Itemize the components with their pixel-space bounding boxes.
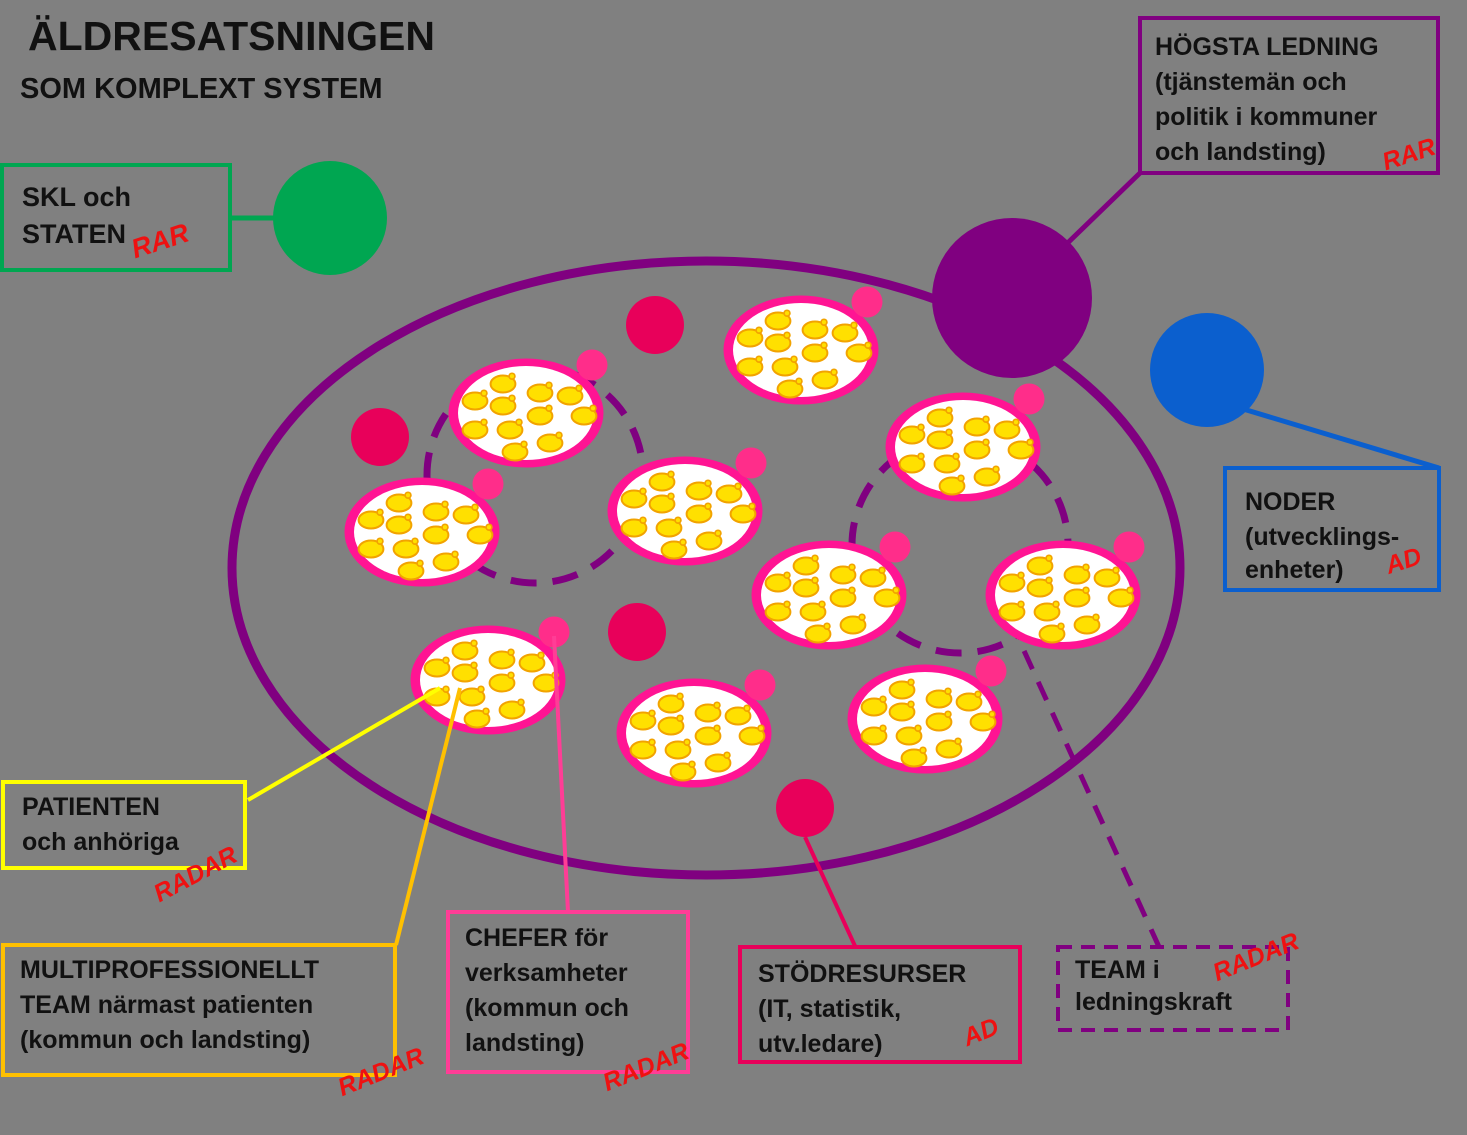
svg-text:NODER: NODER <box>1245 488 1335 516</box>
svg-text:(kommun och: (kommun och <box>465 994 629 1022</box>
svg-text:HÖGSTA LEDNING: HÖGSTA LEDNING <box>1155 32 1379 61</box>
svg-text:AD: AD <box>958 1012 1003 1052</box>
svg-text:och landsting): och landsting) <box>1155 138 1326 166</box>
svg-text:RAR: RAR <box>1379 133 1439 176</box>
svg-text:(tjänstemän och: (tjänstemän och <box>1155 68 1347 96</box>
svg-text:STATEN: STATEN <box>22 219 126 249</box>
svg-text:och anhöriga: och anhöriga <box>22 828 180 856</box>
svg-text:STÖDRESURSER: STÖDRESURSER <box>758 959 966 988</box>
svg-text:CHEFER för: CHEFER för <box>465 924 608 952</box>
svg-text:RADAR: RADAR <box>599 1037 693 1097</box>
svg-text:(utvecklings-: (utvecklings- <box>1245 523 1399 551</box>
svg-text:TEAM närmast patienten: TEAM närmast patienten <box>20 991 313 1019</box>
svg-text:(IT, statistik,: (IT, statistik, <box>758 995 901 1023</box>
svg-text:TEAM i: TEAM i <box>1075 956 1160 984</box>
svg-text:utv.ledare): utv.ledare) <box>758 1030 883 1058</box>
svg-text:enheter): enheter) <box>1245 556 1344 584</box>
svg-text:ÄLDRESATSNINGEN: ÄLDRESATSNINGEN <box>28 13 435 59</box>
svg-text:SKL och: SKL och <box>22 182 131 212</box>
svg-text:RAR: RAR <box>128 217 193 264</box>
svg-text:verksamheter: verksamheter <box>465 959 628 987</box>
svg-text:RADAR: RADAR <box>334 1042 428 1102</box>
svg-text:politik i kommuner: politik i kommuner <box>1155 103 1378 131</box>
svg-text:(kommun och landsting): (kommun och landsting) <box>20 1026 310 1054</box>
svg-text:ledningskraft: ledningskraft <box>1075 988 1233 1016</box>
svg-text:PATIENTEN: PATIENTEN <box>22 793 160 821</box>
svg-text:landsting): landsting) <box>465 1029 584 1057</box>
svg-text:SOM KOMPLEXT SYSTEM: SOM KOMPLEXT SYSTEM <box>20 73 383 105</box>
svg-text:MULTIPROFESSIONELLT: MULTIPROFESSIONELLT <box>20 956 319 984</box>
